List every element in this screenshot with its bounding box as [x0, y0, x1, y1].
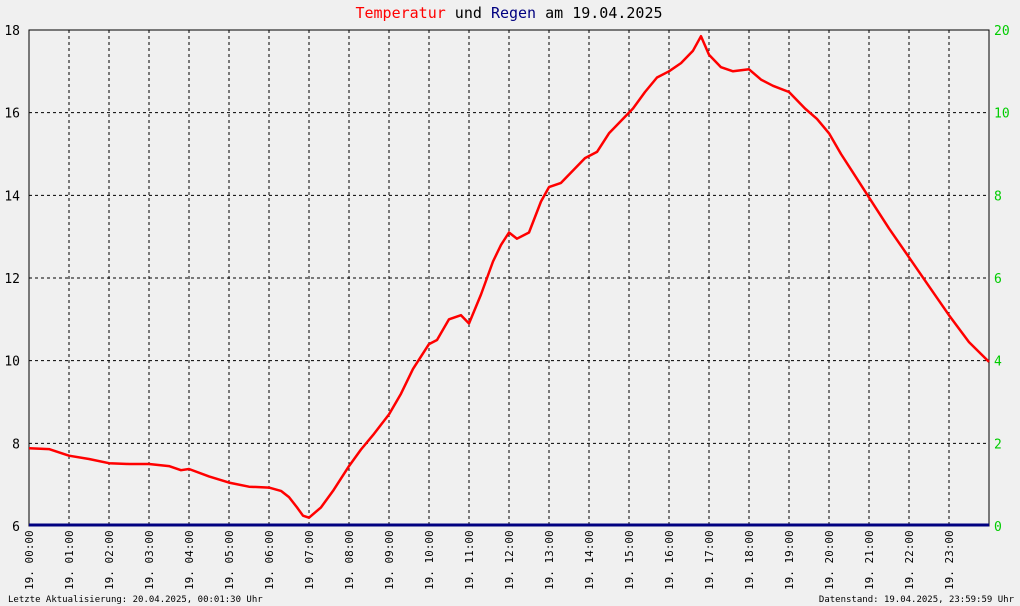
- x-tick-label: 19. 02:00: [103, 530, 116, 590]
- x-tick-label: 19. 16:00: [663, 530, 676, 590]
- x-tick-label: 19. 21:00: [863, 530, 876, 590]
- y-right-tick-label: 2: [994, 437, 1002, 452]
- x-tick-label: 19. 17:00: [703, 530, 716, 590]
- y-right-tick-label: 4: [994, 355, 1002, 370]
- title-rain: Regen: [491, 4, 536, 22]
- y-left-tick-label: 12: [4, 272, 20, 287]
- x-tick-label: 19. 11:00: [463, 530, 476, 590]
- x-tick-label: 19. 13:00: [543, 530, 556, 590]
- x-tick-label: 19. 19:00: [783, 530, 796, 590]
- footer-data-timestamp: Datenstand: 19.04.2025, 23:59:59 Uhr: [819, 595, 1015, 605]
- x-tick-label: 19. 20:00: [823, 530, 836, 590]
- x-tick-label: 19. 07:00: [303, 530, 316, 590]
- title-date: am 19.04.2025: [536, 4, 662, 22]
- x-tick-label: 19. 08:00: [343, 530, 356, 590]
- y-left-tick-label: 6: [12, 520, 20, 535]
- x-tick-label: 19. 06:00: [263, 530, 276, 590]
- x-axis: 19. 00:00 19. 01:00 19. 02:00 19. 03:00 19. …: [23, 530, 956, 590]
- y-right-tick-label: 0: [994, 520, 1002, 535]
- x-tick-label: 19. 10:00: [423, 530, 436, 590]
- y-axis-right: 0 2 4 6 8 10 20: [994, 24, 1010, 535]
- title-temperature: Temperatur: [355, 4, 445, 22]
- x-tick-label: 19. 00:00: [23, 530, 36, 590]
- y-axis-left: 6 8 10 12 14 16 18: [4, 24, 20, 535]
- x-tick-label: 19. 05:00: [223, 530, 236, 590]
- x-tick-label: 19. 22:00: [903, 530, 916, 590]
- y-left-tick-label: 8: [12, 437, 20, 452]
- x-tick-label: 19. 01:00: [63, 530, 76, 590]
- x-tick-label: 19. 15:00: [623, 530, 636, 590]
- title-und: und: [446, 4, 491, 22]
- series-line-temperature: [28, 34, 990, 519]
- y-left-tick-label: 16: [4, 107, 20, 122]
- series-group: [28, 34, 990, 527]
- y-left-tick-label: 18: [4, 24, 20, 39]
- y-right-tick-label: 20: [994, 24, 1010, 39]
- x-tick-label: 19. 09:00: [383, 530, 396, 590]
- x-tick-label: 19. 12:00: [503, 530, 516, 590]
- grid: [29, 30, 989, 526]
- x-tick-label: 19. 18:00: [743, 530, 756, 590]
- y-right-tick-label: 6: [994, 272, 1002, 287]
- y-left-tick-label: 14: [4, 189, 20, 204]
- y-left-tick-label: 10: [4, 355, 20, 370]
- x-tick-label: 19. 23:00: [943, 530, 956, 590]
- x-tick-label: 19. 03:00: [143, 530, 156, 590]
- x-tick-label: 19. 14:00: [583, 530, 596, 590]
- x-tick-label: 19. 04:00: [183, 530, 196, 590]
- y-right-tick-label: 8: [994, 189, 1002, 204]
- chart-title: Temperatur und Regen am 19.04.2025: [355, 4, 662, 22]
- y-right-tick-label: 10: [994, 107, 1010, 122]
- footer-last-update: Letzte Aktualisierung: 20.04.2025, 00:01…: [8, 595, 263, 605]
